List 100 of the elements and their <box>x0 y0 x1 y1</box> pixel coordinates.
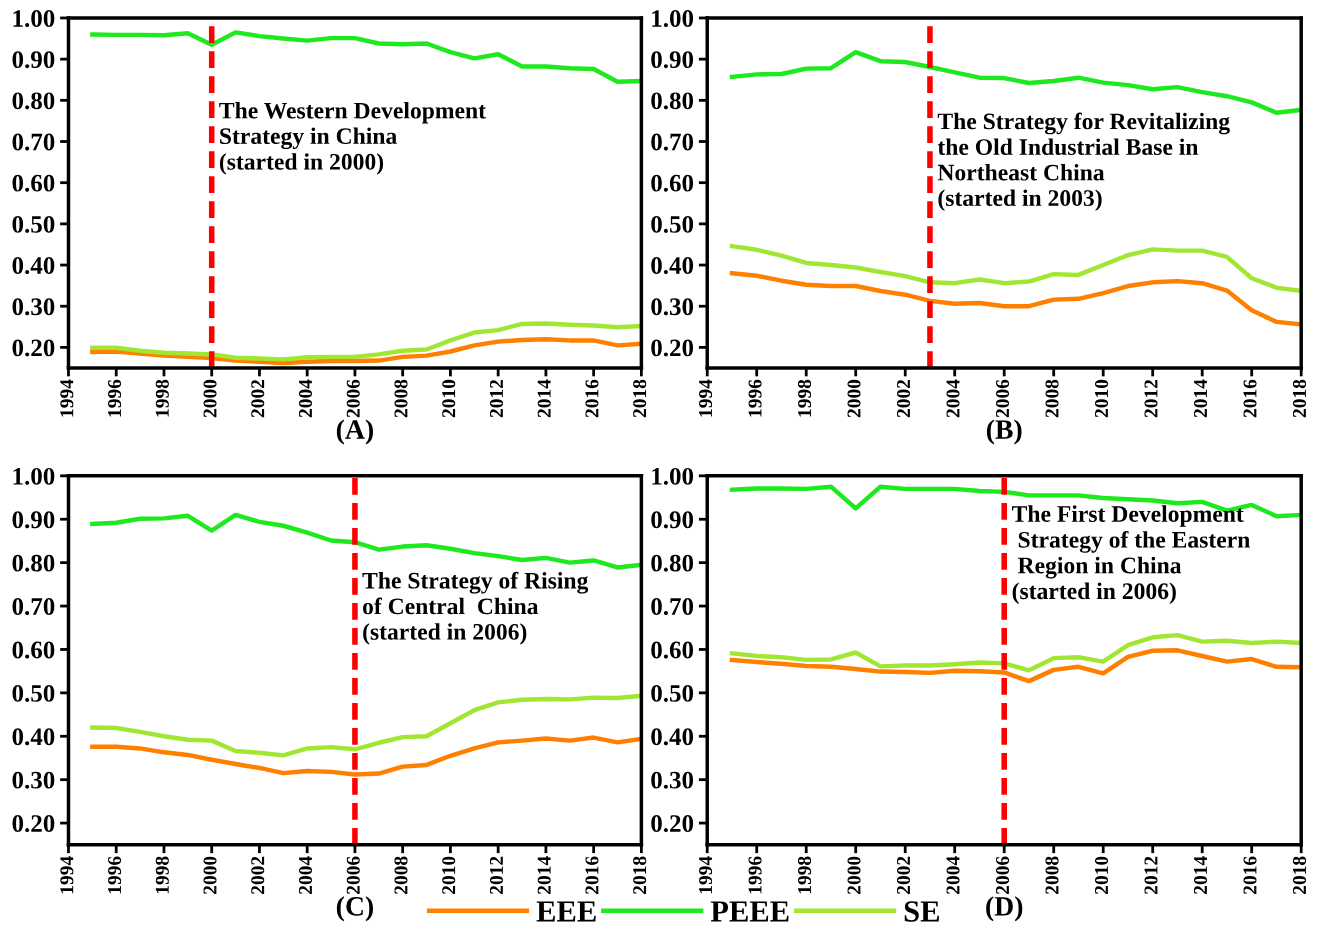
x-tick-label: 2014 <box>537 856 551 894</box>
y-tick-label: 0.90 <box>651 511 694 529</box>
line-series <box>90 512 642 570</box>
legend-label: PEEE <box>710 901 789 922</box>
y-tick-label: 0.40 <box>651 257 694 275</box>
y-tick-label: 0.30 <box>651 298 694 316</box>
x-tick-label: 2006 <box>995 856 1010 894</box>
x-tick-label: 2002 <box>251 856 265 894</box>
x-tick-label: 2010 <box>442 856 456 894</box>
y-tick-label: 0.90 <box>651 51 694 69</box>
y-tick-label: 0.70 <box>651 598 694 616</box>
x-tick-label: 1996 <box>748 856 762 894</box>
y-tick-label: 0.20 <box>651 339 694 357</box>
y-tick-label: 0.50 <box>12 215 55 233</box>
x-tick-label: 2016 <box>1243 379 1257 418</box>
y-tick-label: 0.70 <box>651 133 694 151</box>
x-tick-label: 1994 <box>60 856 74 894</box>
y-tick-label: 0.90 <box>12 51 55 69</box>
y-tick-label: 0.40 <box>12 257 55 275</box>
x-tick-label: 2004 <box>946 856 960 894</box>
x-tick-label: 1994 <box>60 379 74 417</box>
y-tick-label: 0.70 <box>12 598 55 616</box>
line-series <box>729 648 1302 684</box>
y-tick-label: 0.80 <box>651 554 694 572</box>
y-tick-label: 0.20 <box>651 815 694 833</box>
line-series <box>729 632 1302 673</box>
x-tick-label: 2018 <box>633 856 647 894</box>
y-tick-label: 0.50 <box>651 215 694 233</box>
x-tick-label: 2002 <box>251 379 265 418</box>
x-axis-title: (B) <box>986 419 1022 445</box>
x-axis-title: (A) <box>336 419 373 445</box>
y-tick-label: 0.30 <box>12 771 55 789</box>
x-tick-label: 1998 <box>797 379 812 417</box>
y-tick-label: 1.00 <box>13 467 55 485</box>
ref-line-label: The Strategy for Revitalizing the Old Industrial Base in Northeast China (started in 2003) <box>937 112 1230 211</box>
legend-label: SE <box>904 901 939 922</box>
x-tick-label: 2018 <box>1292 856 1307 894</box>
x-axis-title: (C) <box>336 896 373 922</box>
x-tick-label: 2008 <box>394 856 408 894</box>
y-tick-label: 1.00 <box>652 467 694 485</box>
y-tick-label: 0.50 <box>12 684 55 702</box>
ref-line-label: The Strategy of Rising of Central China (started in 2006) <box>362 571 589 645</box>
x-tick-label: 1998 <box>797 856 812 894</box>
y-tick-label: 0.20 <box>12 815 55 833</box>
y-tick-label: 0.30 <box>651 771 694 789</box>
x-tick-label: 1998 <box>155 856 169 894</box>
x-tick-label: 2002 <box>896 379 911 418</box>
x-tick-label: 2008 <box>1045 379 1059 418</box>
x-tick-label: 2014 <box>537 379 551 418</box>
y-tick-label: 0.60 <box>651 641 694 659</box>
y-tick-label: 0.60 <box>12 641 55 659</box>
x-tick-label: 1996 <box>108 856 122 894</box>
x-tick-label: 2000 <box>203 856 217 894</box>
x-tick-label: 2010 <box>1094 379 1109 418</box>
x-tick-label: 2012 <box>489 856 504 894</box>
x-tick-label: 2000 <box>203 379 217 418</box>
y-tick-label: 0.30 <box>12 298 55 316</box>
x-tick-label: 1996 <box>748 379 762 417</box>
y-tick-label: 0.80 <box>12 92 55 110</box>
x-tick-label: 2010 <box>442 379 456 418</box>
line-series <box>90 735 642 777</box>
x-tick-label: 2012 <box>1144 379 1158 418</box>
line-series <box>90 336 642 366</box>
x-tick-label: 2014 <box>1193 856 1208 894</box>
x-tick-label: 2016 <box>1243 856 1257 894</box>
y-tick-label: 0.50 <box>651 684 694 702</box>
x-tick-label: 2002 <box>896 856 911 894</box>
y-tick-label: 0.40 <box>12 728 55 746</box>
x-tick-label: 1994 <box>699 856 713 894</box>
x-tick-label: 2004 <box>298 379 313 418</box>
x-tick-label: 2016 <box>585 379 599 418</box>
x-tick-label: 2010 <box>1094 856 1109 894</box>
y-tick-label: 0.40 <box>651 728 694 746</box>
x-tick-label: 2004 <box>298 856 313 894</box>
y-tick-label: 0.80 <box>651 92 694 110</box>
x-axis-title: (D) <box>986 896 1023 922</box>
line-series <box>90 321 642 362</box>
x-tick-label: 2018 <box>1292 379 1307 418</box>
ref-line-label: The Western Development Strategy in China (started in 2000) <box>219 101 486 175</box>
y-tick-label: 0.70 <box>12 133 55 151</box>
line-series <box>90 693 642 758</box>
y-tick-label: 0.80 <box>12 554 55 572</box>
x-tick-label: 1994 <box>699 379 713 417</box>
x-tick-label: 2012 <box>489 379 504 418</box>
x-tick-label: 2012 <box>1144 856 1158 894</box>
x-tick-label: 2016 <box>585 856 599 894</box>
y-tick-label: 0.60 <box>12 174 55 192</box>
x-tick-label: 1998 <box>155 379 169 417</box>
x-tick-label: 2006 <box>346 856 360 894</box>
x-tick-label: 2018 <box>633 379 647 418</box>
x-tick-label: 1996 <box>108 379 122 417</box>
x-tick-label: 2006 <box>995 379 1010 418</box>
y-tick-label: 0.60 <box>651 174 694 192</box>
line-series <box>729 271 1302 327</box>
line-series <box>729 243 1302 294</box>
line-series <box>90 30 642 85</box>
x-tick-label: 2014 <box>1193 379 1208 418</box>
x-tick-label: 2000 <box>847 856 861 894</box>
x-tick-label: 2008 <box>394 379 408 418</box>
ref-line-label: The First Development Strategy of the Eastern Region in China (started in 2006) <box>1012 505 1250 604</box>
